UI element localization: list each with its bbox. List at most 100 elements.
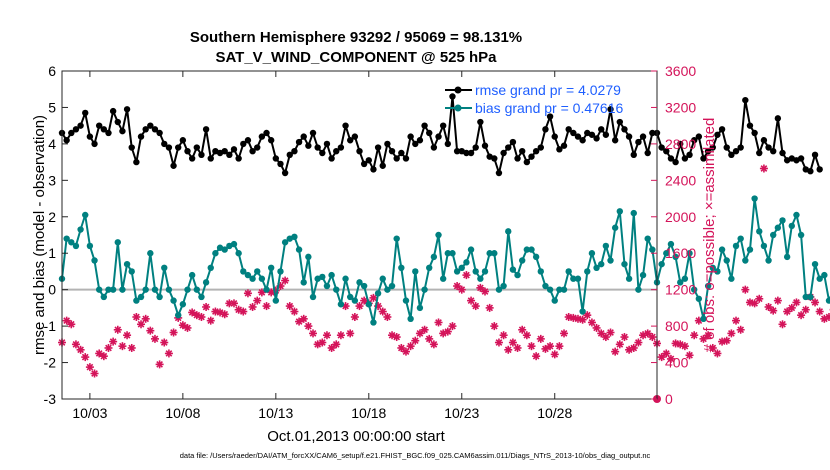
bias-point [351, 297, 359, 304]
rmse-point [421, 122, 428, 129]
bias-point [323, 282, 331, 290]
bias-point [616, 208, 624, 215]
bias-point [328, 271, 335, 279]
bias-point [426, 264, 433, 271]
obs-count-marker [815, 307, 824, 316]
obs-count-marker [713, 349, 722, 358]
bias-point [528, 246, 535, 253]
bias-point [551, 297, 558, 304]
rmse-point [714, 131, 721, 138]
rmse-point [700, 155, 707, 162]
x-axis: 10/03 10/08 10/13 10/18 10/23 10/28 [72, 71, 572, 421]
rmse-point [765, 144, 772, 151]
bias-point [783, 253, 791, 261]
obs-count-marker [109, 337, 118, 346]
rmse-point [467, 149, 475, 157]
bias-point [505, 228, 512, 235]
rmse-point [718, 126, 726, 133]
bias-point [625, 275, 633, 282]
bias-point [742, 257, 749, 264]
bias-point [700, 315, 707, 323]
bias-point [765, 257, 772, 264]
bias-point [658, 260, 665, 268]
rmse-point [746, 122, 754, 129]
bias-point [635, 286, 642, 293]
bias-point [518, 257, 526, 264]
bias-point [607, 257, 614, 264]
rmse-point [109, 107, 117, 115]
right-y-axis: 0 400 800 1200 1600 2000 2400 2800 3200 3600 [651, 63, 696, 407]
bias-point [760, 242, 768, 250]
rmse-point [760, 137, 768, 144]
data-file-footer: data file: /Users/raeder/DAI/ATM_forcXX/… [180, 451, 651, 460]
bias-point [300, 279, 307, 286]
obs-count-marker [183, 323, 192, 332]
bias-point [235, 250, 242, 257]
obs-count-marker [485, 303, 494, 312]
bias-point [254, 268, 261, 275]
obs-count-marker [220, 310, 229, 319]
bias-point [402, 297, 410, 304]
rmse-point [286, 151, 293, 159]
obs-count-marker [518, 325, 527, 334]
obs-count-marker [383, 313, 392, 321]
obs-count-marker [160, 338, 169, 347]
rmse-point [779, 149, 786, 157]
rmse-point [226, 151, 233, 159]
rmse-point [68, 129, 75, 137]
rmse-point [514, 155, 521, 162]
bias-point [365, 301, 372, 308]
rmse-point [137, 133, 145, 140]
bias-point [723, 257, 730, 264]
obs-count-marker [722, 336, 731, 345]
obs-count-marker [429, 340, 438, 349]
obs-count-marker [536, 334, 545, 343]
bias-point [588, 250, 596, 257]
bias-point [463, 259, 470, 266]
rmse-point [175, 144, 182, 151]
obs-count-marker [434, 318, 443, 327]
rmse-point [449, 93, 456, 100]
legend-rmse-label: rmse grand pr = 4.0279 [475, 82, 621, 98]
rmse-point [737, 144, 744, 151]
bias-point [374, 290, 382, 297]
obs-count-marker [587, 318, 596, 327]
bias-point [291, 233, 298, 241]
rmse-point [667, 155, 675, 162]
rmse-point [546, 113, 554, 120]
bias-point [379, 275, 386, 282]
obs-count-marker [499, 331, 508, 340]
bias-point [756, 228, 763, 235]
rmse-point [151, 126, 159, 133]
rmse-point [412, 140, 419, 148]
bias-point [732, 242, 740, 250]
rmse-point [388, 147, 396, 155]
obs-count-marker [662, 349, 671, 358]
bias-point [179, 301, 187, 308]
obs-count-marker [755, 294, 764, 303]
obs-count-marker [281, 276, 290, 285]
rmse-point [305, 142, 312, 149]
rmse-point [807, 168, 814, 175]
bias-point [690, 286, 698, 293]
obs-count-marker [206, 316, 215, 325]
obs-count-marker [759, 164, 768, 173]
series-layer [58, 93, 830, 403]
bias-point [788, 222, 796, 230]
rmse-point [281, 169, 289, 177]
rmse-point [170, 162, 177, 169]
bias-point [821, 271, 828, 279]
rmse-point [565, 126, 572, 133]
obs-count-marker [141, 314, 150, 323]
bias-point [114, 239, 121, 246]
obs-count-marker [490, 322, 499, 331]
legend-bias-marker [454, 104, 462, 112]
rmse-point [179, 137, 187, 144]
left-tick-label: 2 [48, 209, 56, 225]
rmse-point [300, 133, 307, 140]
obs-count-marker [299, 314, 308, 323]
bias-point [244, 271, 252, 279]
obs-count-marker [378, 307, 387, 316]
obs-count-marker [471, 302, 480, 311]
obs-count-marker [508, 338, 517, 347]
